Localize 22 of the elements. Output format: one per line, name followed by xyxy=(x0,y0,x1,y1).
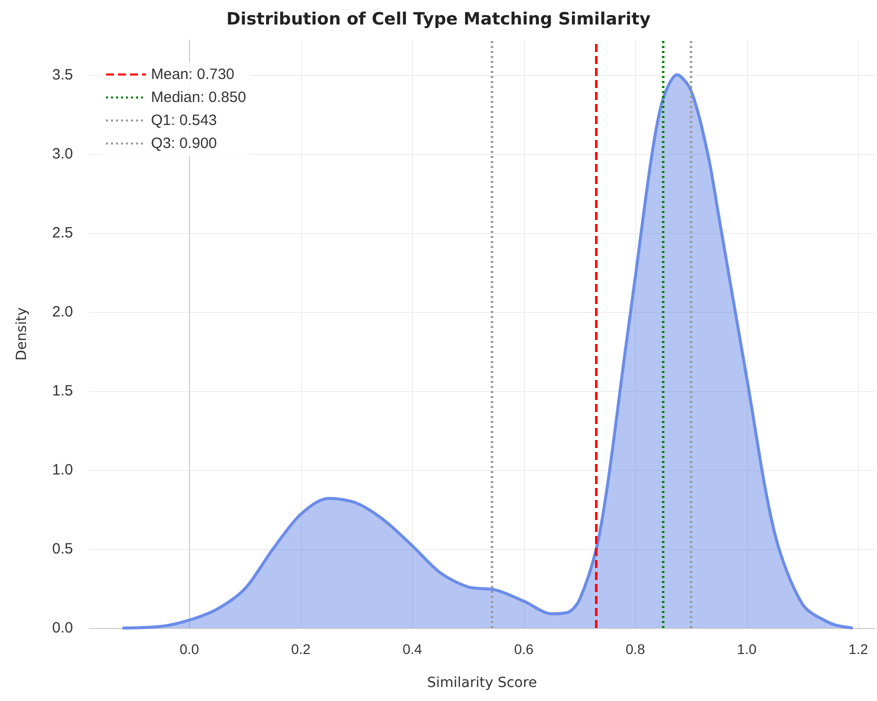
y-axis-title: Density xyxy=(14,307,30,361)
x-tick-label: 1.2 xyxy=(848,641,868,657)
x-tick-label: 0.8 xyxy=(626,641,646,657)
x-tick-label: 1.0 xyxy=(737,641,757,657)
chart-title: Distribution of Cell Type Matching Similarity xyxy=(226,10,651,30)
y-tick-label: 0.0 xyxy=(52,620,73,636)
y-tick-label: 0.5 xyxy=(52,540,73,558)
x-tick-label: 0.2 xyxy=(291,641,311,657)
y-tick-label: 3.0 xyxy=(52,145,73,162)
y-tick-label: 1.5 xyxy=(52,382,73,400)
legend-label: Q3: 0.900 xyxy=(151,135,217,152)
y-tick-label: 3.5 xyxy=(52,66,73,84)
x-axis-title: Similarity Score xyxy=(427,675,537,691)
y-tick-label: 2.5 xyxy=(52,224,73,242)
x-tick-label: 0.0 xyxy=(180,641,200,657)
y-tick-label: 1.0 xyxy=(52,461,73,478)
x-tick-label: 0.6 xyxy=(514,641,534,657)
legend-label: Median: 0.850 xyxy=(151,89,246,106)
legend-label: Q1: 0.543 xyxy=(151,112,217,129)
x-tick-label: 0.4 xyxy=(402,641,422,657)
y-tick-label: 2.0 xyxy=(52,303,73,320)
legend-label: Mean: 0.730 xyxy=(151,66,234,83)
